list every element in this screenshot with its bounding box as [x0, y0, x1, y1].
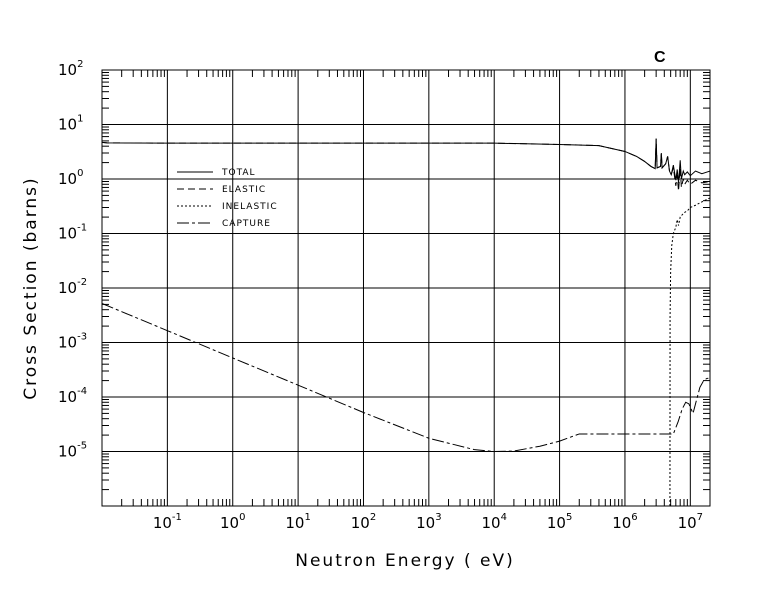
y-tick-label: 102	[58, 59, 83, 79]
x-tick-label: 103	[416, 512, 441, 532]
y-tick-label: 10-3	[58, 332, 87, 352]
legend: TOTAL ELASTIC INELASTIC CAPTURE	[177, 168, 278, 229]
minor-ticks	[102, 70, 711, 506]
x-tick-label: 100	[220, 512, 245, 532]
y-axis-title: Cross Section (barns)	[21, 176, 41, 399]
chart-title: C	[654, 49, 666, 66]
y-tick-label: 10-2	[58, 277, 87, 297]
series-line-inelastic	[669, 197, 711, 507]
y-tick-label: 100	[58, 168, 83, 188]
legend-label-total: TOTAL	[221, 168, 256, 178]
y-tick-label: 10-4	[58, 386, 87, 406]
x-tick-label: 106	[612, 512, 637, 532]
series-line-elastic	[101, 138, 711, 192]
y-tick-labels: 102 101 100 10-1 10-2 10-3 10-4 10-5	[58, 59, 87, 461]
y-tick-label: 10-5	[58, 441, 87, 461]
plot-frame	[101, 69, 711, 507]
legend-label-inelastic: INELASTIC	[222, 202, 278, 212]
y-tick-label: 10-1	[58, 223, 87, 243]
x-tick-label: 102	[351, 512, 376, 532]
x-axis-title: Neutron Energy ( eV)	[295, 551, 515, 571]
grid	[102, 70, 710, 506]
x-tick-label: 107	[678, 512, 703, 532]
legend-label-elastic: ELASTIC	[222, 185, 266, 195]
x-tick-label: 104	[481, 512, 506, 532]
x-tick-label: 10-1	[153, 512, 182, 532]
series-line-capture	[101, 303, 710, 453]
x-tick-labels: 10-1 100 101 102 103 104 105 106 107	[153, 512, 703, 532]
y-tick-label: 101	[58, 114, 83, 134]
x-tick-label: 101	[285, 512, 310, 532]
x-tick-label: 105	[547, 512, 572, 532]
series-line-total	[101, 138, 711, 183]
series-layer	[101, 138, 711, 507]
legend-label-capture: CAPTURE	[222, 219, 271, 229]
